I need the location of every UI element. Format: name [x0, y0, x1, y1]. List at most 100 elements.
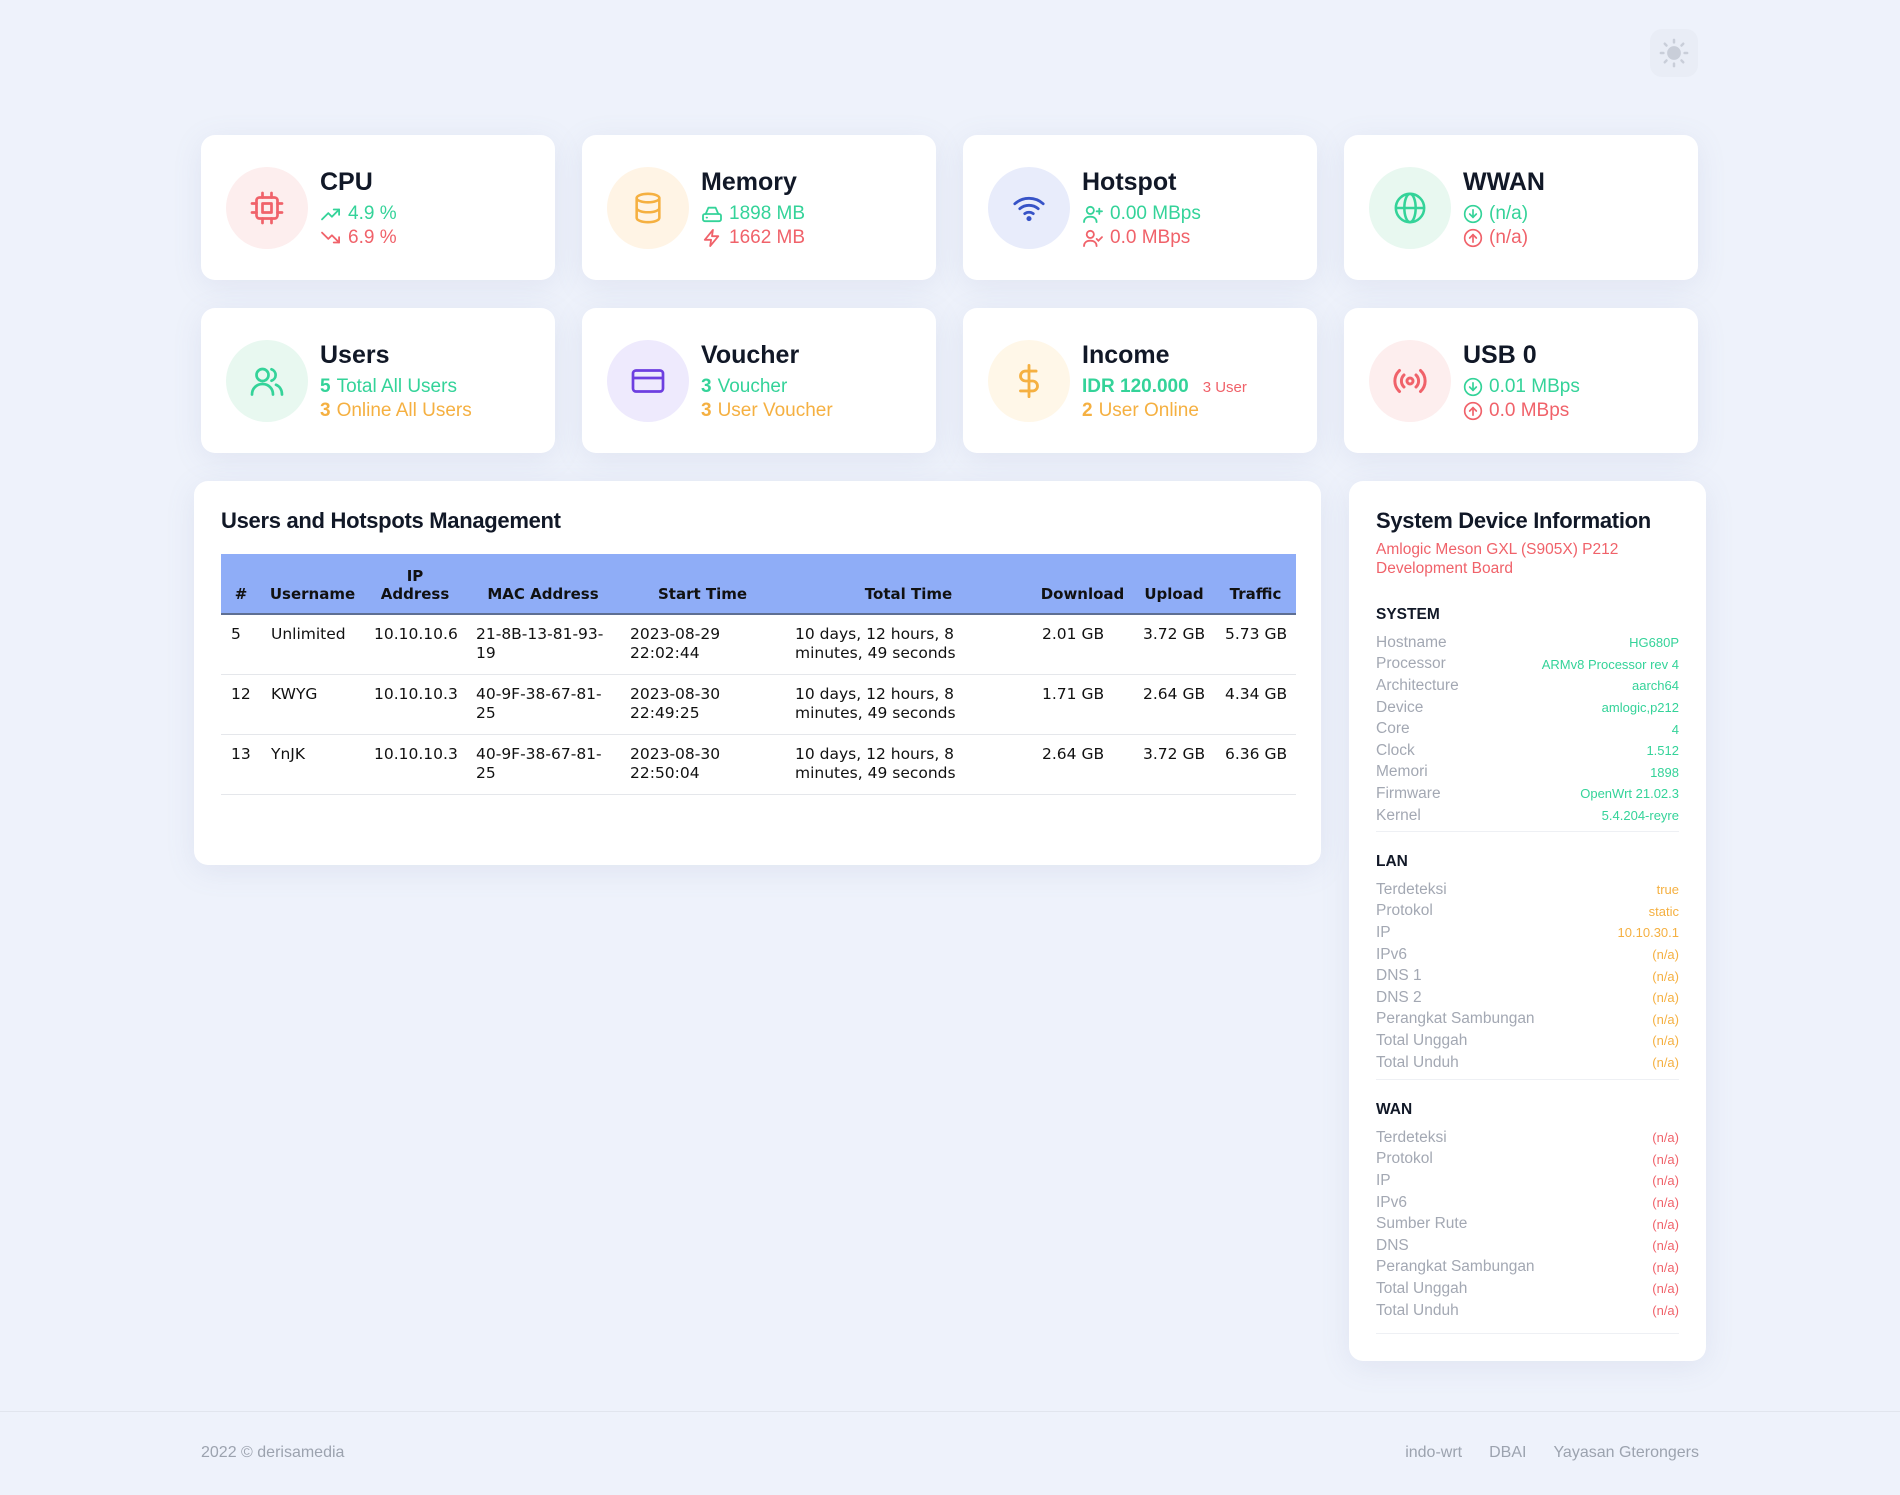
- arrow-up-circle-icon: [1463, 228, 1483, 248]
- income-users: 3 User: [1202, 378, 1247, 396]
- info-key: Hostname: [1376, 633, 1447, 651]
- usb-up-value: 0.0 MBps: [1489, 400, 1570, 421]
- income-card: Income IDR 120.000 3 User 2 User Online: [963, 308, 1317, 453]
- user-check-icon: [1083, 229, 1103, 247]
- memory-total-value: 1898 MB: [729, 203, 806, 224]
- board-name: Amlogic Meson GXL (S905X) P212 Developme…: [1376, 541, 1619, 577]
- info-value: OpenWrt 21.02.3: [1580, 786, 1679, 802]
- info-value: true: [1656, 882, 1679, 898]
- users-table: # Username IP Address MAC Address Start …: [221, 554, 1296, 795]
- memory-used-line: 1662 MB: [701, 227, 805, 249]
- col-header: MAC Address: [466, 554, 620, 615]
- cpu-up-line: 4.9 %: [320, 203, 397, 225]
- info-key: IPv6: [1376, 945, 1408, 963]
- info-key: DNS: [1376, 1236, 1409, 1254]
- col-header: Traffic: [1215, 554, 1296, 615]
- database-icon: [635, 192, 661, 224]
- info-value: 5.4.204-reyre: [1601, 808, 1679, 824]
- info-value: (n/a): [1652, 947, 1679, 963]
- info-row: Sumber Rute (n/a): [1376, 1213, 1679, 1235]
- usb-up-line: 0.0 MBps: [1463, 400, 1569, 422]
- info-key: IP: [1376, 1171, 1391, 1189]
- col-header: Download: [1032, 554, 1133, 615]
- users-total-line: 5 Total All Users: [320, 376, 457, 398]
- col-header: Username: [261, 554, 364, 615]
- wwan-down-line: (n/a): [1463, 203, 1528, 225]
- voucher-count: 3: [701, 376, 712, 397]
- users-total-label: Total All Users: [336, 376, 457, 397]
- users-hotspots-panel: Users and Hotspots Management # Username…: [194, 481, 1321, 865]
- system-info-panel: System Device Information Amlogic Meson …: [1349, 481, 1706, 1361]
- info-value: aarch64: [1632, 678, 1679, 694]
- credit-card-icon: [631, 369, 665, 393]
- hotspot-card: Hotspot 0.00 MBps 0.0 MBps: [963, 135, 1317, 280]
- table-cell: 1.71 GB: [1032, 674, 1133, 735]
- table-cell: 10.10.10.6: [364, 614, 466, 675]
- section-lan: LAN Terdeteksi true Protokol static IP 10.1…: [1376, 853, 1679, 1080]
- info-key: Protokol: [1376, 1150, 1433, 1168]
- info-row: Architecture aarch64: [1376, 675, 1679, 697]
- hotspot-icon-circle: [988, 167, 1070, 249]
- info-key: Memori: [1376, 763, 1428, 781]
- arrow-down-circle-icon: [1463, 377, 1483, 397]
- users-online-line: 3 Online All Users: [320, 400, 472, 422]
- info-key: Perangkat Sambungan: [1376, 1010, 1535, 1028]
- info-row: Protokol (n/a): [1376, 1149, 1679, 1171]
- table-cell: 3.72 GB: [1133, 734, 1215, 795]
- sun-icon: [1659, 38, 1689, 68]
- info-key: Total Unggah: [1376, 1279, 1468, 1297]
- cpu-down-value: 6.9 %: [348, 227, 397, 248]
- memory-total-line: 1898 MB: [701, 203, 805, 225]
- info-value: ARMv8 Processor rev 4: [1541, 656, 1679, 672]
- wwan-up-value: (n/a): [1489, 227, 1529, 248]
- voucher-label: Voucher: [717, 376, 788, 397]
- voucher-user-count: 3: [701, 400, 712, 421]
- footer-link-indo-wrt[interactable]: indo-wrt: [1405, 1444, 1463, 1461]
- section-wan: WAN Terdeteksi (n/a) Protokol (n/a) IP (n/a…: [1376, 1101, 1679, 1334]
- table-cell: 5: [221, 614, 261, 675]
- wwan-card: WWAN (n/a) (n/a): [1344, 135, 1698, 280]
- col-header: Total Time: [785, 554, 1032, 615]
- wwan-down-value: (n/a): [1489, 203, 1529, 224]
- info-row: Kernel 5.4.204-reyre: [1376, 805, 1679, 827]
- col-header: IP Address: [364, 554, 466, 615]
- info-key: Kernel: [1376, 806, 1421, 824]
- users-online-label: Online All Users: [336, 400, 472, 421]
- income-title: Income: [1082, 341, 1170, 369]
- voucher-count-line: 3 Voucher: [701, 376, 787, 398]
- info-row: Total Unggah (n/a): [1376, 1278, 1679, 1300]
- info-key: Clock: [1376, 741, 1415, 759]
- info-value: 1.512: [1646, 743, 1679, 759]
- info-key: Sumber Rute: [1376, 1215, 1468, 1233]
- info-key: IP: [1376, 923, 1391, 941]
- table-cell: 2.64 GB: [1133, 674, 1215, 735]
- table-cell: 5.73 GB: [1215, 614, 1296, 675]
- info-row: Memori 1898: [1376, 762, 1679, 784]
- footer-link-yayasan-gterongers[interactable]: Yayasan Gterongers: [1553, 1444, 1699, 1461]
- info-row: Device amlogic,p212: [1376, 697, 1679, 719]
- info-value: (n/a): [1652, 1173, 1679, 1189]
- users-icon-circle: [226, 340, 308, 422]
- info-row: Protokol static: [1376, 901, 1679, 923]
- info-row: Total Unduh (n/a): [1376, 1300, 1679, 1322]
- table-cell: 10.10.10.3: [364, 734, 466, 795]
- theme-toggle-button[interactable]: [1650, 29, 1698, 77]
- cpu-card: CPU 4.9 % 6.9 %: [201, 135, 555, 280]
- table-row: 5 Unlimited 10.10.10.6 21-8B-13-81-93-19…: [221, 614, 1296, 675]
- info-key: Perangkat Sambungan: [1376, 1258, 1535, 1276]
- info-row: IPv6 (n/a): [1376, 1192, 1679, 1214]
- footer-link-dbai[interactable]: DBAI: [1489, 1444, 1527, 1461]
- table-cell: 2023-08-30 22:49:25: [620, 674, 785, 735]
- table-cell: 21-8B-13-81-93-19: [466, 614, 620, 675]
- trending-down-icon: [321, 231, 340, 244]
- table-cell: Unlimited: [261, 614, 364, 675]
- table-cell: 10 days, 12 hours, 8 minutes, 49 seconds: [785, 614, 1032, 675]
- table-cell: 13: [221, 734, 261, 795]
- info-value: amlogic,p212: [1601, 700, 1679, 716]
- info-key: Terdeteksi: [1376, 1128, 1447, 1146]
- col-header: #: [221, 554, 261, 615]
- income-icon-circle: [988, 340, 1070, 422]
- voucher-icon-circle: [607, 340, 689, 422]
- hotspot-upload-value: 0.00 MBps: [1110, 203, 1201, 224]
- income-amount: IDR 120.000: [1082, 376, 1189, 397]
